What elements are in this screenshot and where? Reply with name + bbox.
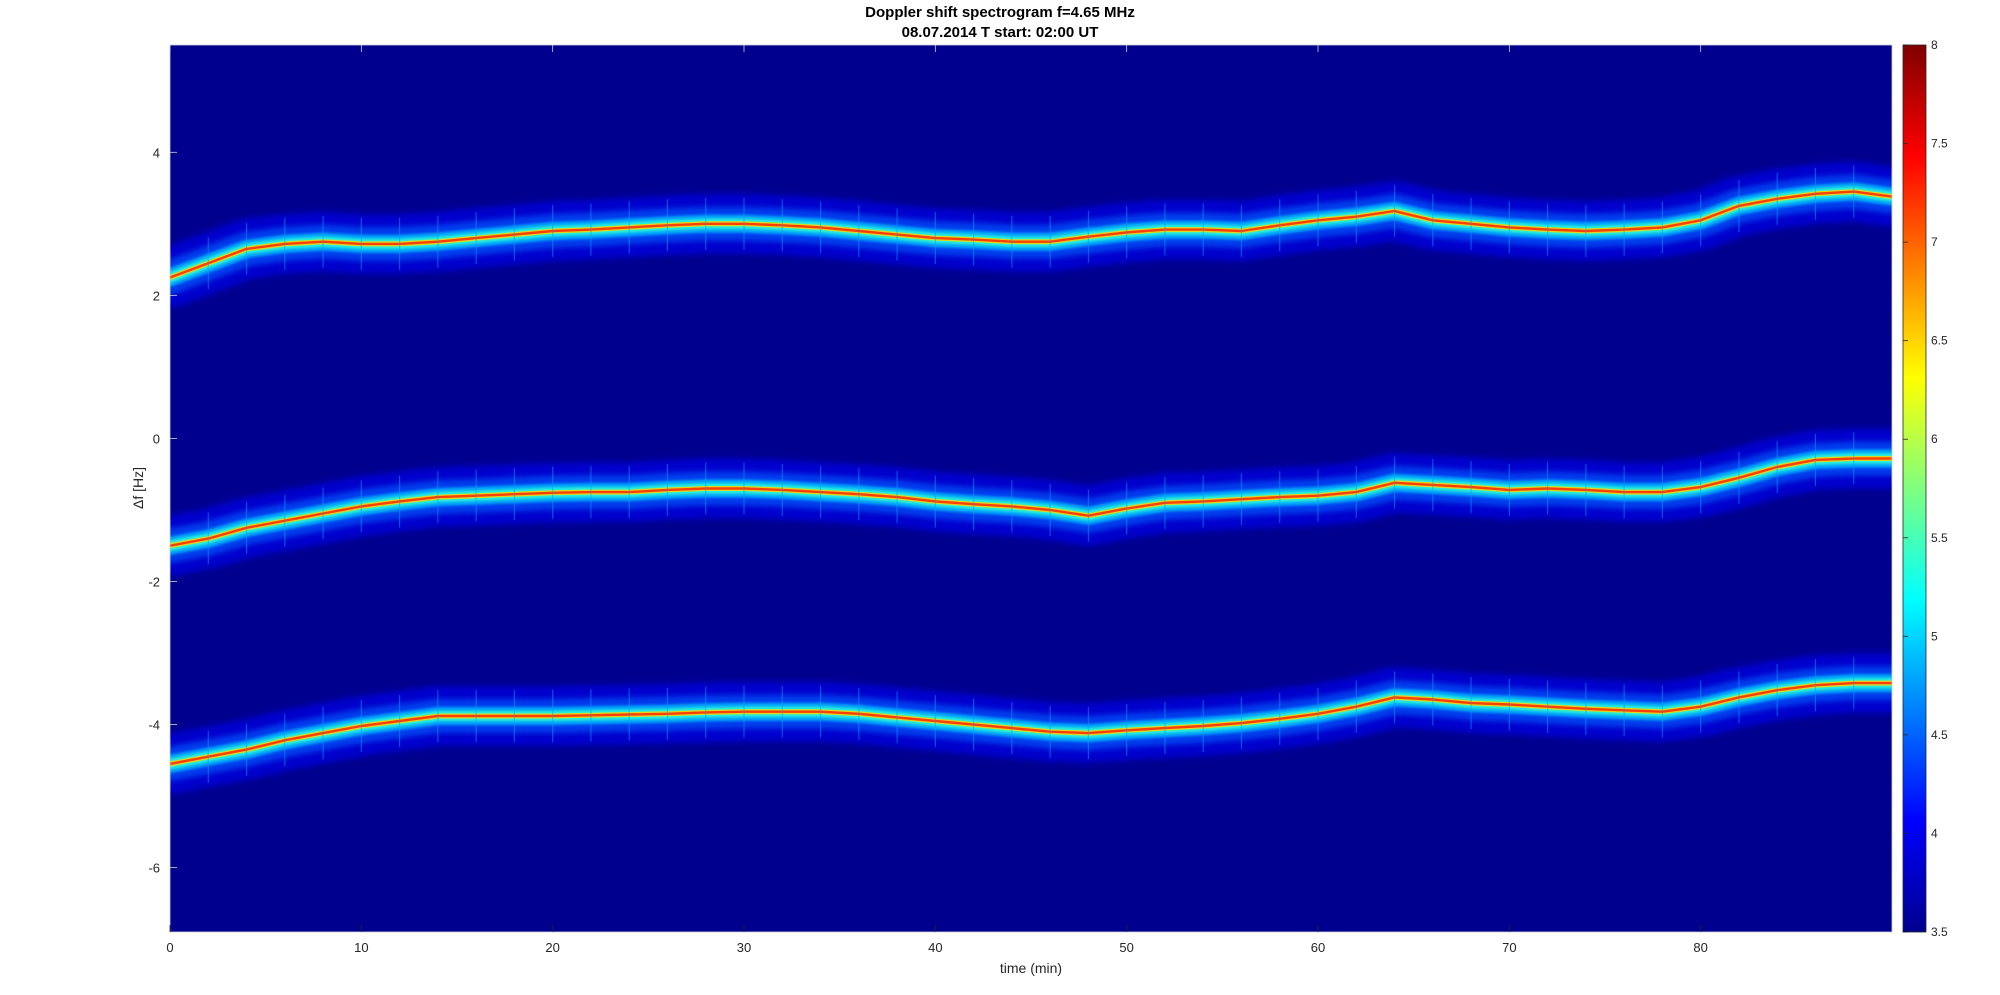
x-axis: 0 10 20 30 40 50 60 70 80 xyxy=(166,45,1708,955)
colorbar-ticks: 3.5 4 4.5 5 5.5 6 6.5 7 7.5 8 xyxy=(1903,38,1948,939)
trace-line xyxy=(170,681,1892,766)
y-tick-label: -6 xyxy=(148,861,160,876)
y-axis: -6 -4 -2 0 2 4 xyxy=(148,145,177,876)
colorbar xyxy=(1902,44,1927,933)
chart-title: Doppler shift spectrogram f=4.65 MHz xyxy=(865,4,1135,21)
y-tick-label: 2 xyxy=(153,288,160,303)
x-axis-label: time (min) xyxy=(1000,960,1062,976)
x-tick-label: 30 xyxy=(737,940,751,955)
y-tick-label: 4 xyxy=(153,145,160,160)
x-tick-label: 0 xyxy=(166,940,173,955)
x-tick-label: 60 xyxy=(1311,940,1325,955)
x-tick-label: 10 xyxy=(354,940,368,955)
trace-band-3 xyxy=(170,653,1892,794)
trace-line xyxy=(170,190,1892,279)
colorbar-tick-label: 7.5 xyxy=(1931,137,1948,151)
colorbar-tick-label: 6 xyxy=(1931,432,1938,446)
x-tick-label: 80 xyxy=(1693,940,1707,955)
y-tick-label: -4 xyxy=(148,718,160,733)
plot-frame xyxy=(169,44,1893,933)
trace-layer xyxy=(170,161,1892,794)
colorbar-tick-label: 7 xyxy=(1931,235,1938,249)
chart-subtitle: 08.07.2014 T start: 02:00 UT xyxy=(901,24,1099,41)
colorbar-tick-label: 8 xyxy=(1931,38,1938,52)
y-axis-label: Δf [Hz] xyxy=(130,467,146,509)
x-tick-label: 40 xyxy=(928,940,942,955)
y-tick-label: -2 xyxy=(148,574,160,589)
colorbar-tick-label: 4 xyxy=(1931,826,1938,840)
colorbar-tick-label: 6.5 xyxy=(1931,334,1948,348)
colorbar-tick-label: 5 xyxy=(1931,629,1938,643)
x-tick-label: 20 xyxy=(545,940,559,955)
y-tick-label: 0 xyxy=(153,431,160,446)
x-tick-label: 70 xyxy=(1502,940,1516,955)
trace-line xyxy=(170,457,1892,547)
colorbar-tick-label: 5.5 xyxy=(1931,531,1948,545)
colorbar-tick-label: 4.5 xyxy=(1931,728,1948,742)
x-tick-label: 50 xyxy=(1119,940,1133,955)
trace-band-2 xyxy=(170,428,1892,576)
trace-band-1 xyxy=(170,161,1892,308)
colorbar-tick-label: 3.5 xyxy=(1931,925,1948,939)
